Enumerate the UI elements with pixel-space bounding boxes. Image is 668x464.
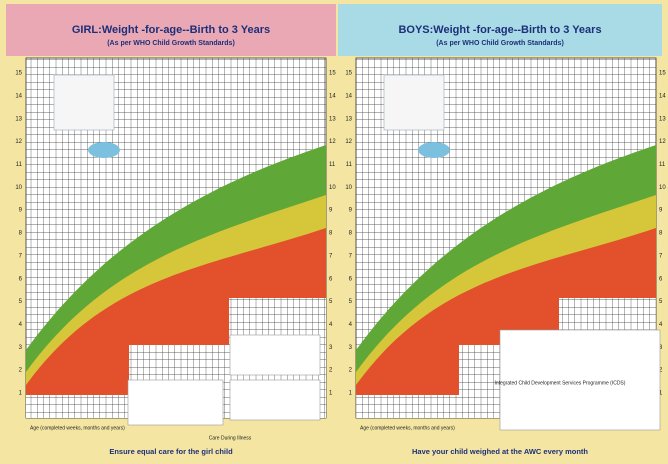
y-label: 10 [15,185,22,191]
y-label: 1 [349,391,353,397]
y-label: 6 [19,276,23,282]
y-label: 5 [19,299,23,305]
info-box [53,74,115,131]
y-label-right: 7 [659,253,663,259]
info-bubble [418,142,450,158]
boys-header [338,4,662,56]
y-label: 11 [346,162,353,168]
y-label: 3 [19,345,23,351]
y-label-right: 9 [659,208,663,214]
y-label: 9 [349,208,353,214]
y-label-right: 4 [329,322,333,328]
y-label-right: 10 [329,185,336,191]
girl-subtitle: (As per WHO Child Growth Standards) [107,40,235,47]
y-label-right: 7 [329,253,333,259]
y-label: 2 [349,368,353,374]
y-label: 8 [19,231,23,237]
y-label: 8 [349,231,353,237]
boys-x-label: Age (completed weeks, months and years) [360,425,455,431]
y-label-right: 15 [659,71,666,77]
boys-subtitle: (As per WHO Child Growth Standards) [436,40,564,47]
y-label-right: 12 [659,139,666,145]
y-label-right: 13 [659,116,666,122]
y-label-right: 3 [329,345,333,351]
y-label-right: 4 [659,322,663,328]
y-label: 4 [19,322,23,328]
y-label: 5 [349,299,353,305]
y-label: 14 [15,93,22,99]
picture-box [229,334,321,376]
girl-note: Care During Illness [209,435,252,441]
y-label-right: 10 [659,185,666,191]
y-label-right: 2 [329,368,333,374]
y-label-right: 5 [329,299,333,305]
y-label-right: 14 [329,93,336,99]
girl-title: GIRL:Weight -for-age--Birth to 3 Years [72,24,270,36]
y-label: 6 [349,276,353,282]
y-label-right: 8 [659,231,663,237]
boys-footer: Have your child weighed at the AWC every… [412,447,588,456]
y-label: 9 [19,208,23,214]
picture-box [229,379,321,421]
y-label-right: 6 [329,276,333,282]
y-label: 13 [345,116,352,122]
y-label: 12 [15,139,22,145]
y-label: 11 [16,162,23,168]
girl-x-label: Age (completed weeks, months and years) [30,425,125,431]
y-label-right: 2 [659,368,663,374]
y-label: 7 [349,253,353,259]
y-label: 4 [349,322,353,328]
y-label-right: 11 [659,162,666,168]
y-label-right: 12 [329,139,336,145]
y-label-right: 8 [329,231,333,237]
y-label: 2 [19,368,23,374]
y-label-right: 3 [659,345,663,351]
y-label-right: 6 [659,276,663,282]
boys-section: Integrated Child Development Services Pr… [495,380,626,386]
y-label: 15 [345,71,352,77]
y-label-right: 1 [659,391,663,397]
boys-title: BOYS:Weight -for-age--Birth to 3 Years [398,24,601,36]
picture-box [127,379,224,426]
girl-header [6,4,336,56]
y-label: 13 [15,116,22,122]
y-label-right: 13 [329,116,336,122]
y-label-right: 15 [329,71,336,77]
y-label: 1 [19,391,23,397]
y-label: 14 [345,93,352,99]
info-bubble [88,142,120,158]
y-label-right: 14 [659,93,666,99]
y-label: 3 [349,345,353,351]
info-panel [499,329,661,431]
y-label: 12 [345,139,352,145]
y-label-right: 11 [329,162,336,168]
girl-footer: Ensure equal care for the girl child [109,447,233,456]
y-label-right: 1 [329,391,333,397]
y-label: 7 [19,253,23,259]
y-label-right: 5 [659,299,663,305]
y-label: 15 [15,71,22,77]
y-label: 10 [345,185,352,191]
y-label-right: 9 [329,208,333,214]
info-box [383,74,445,131]
